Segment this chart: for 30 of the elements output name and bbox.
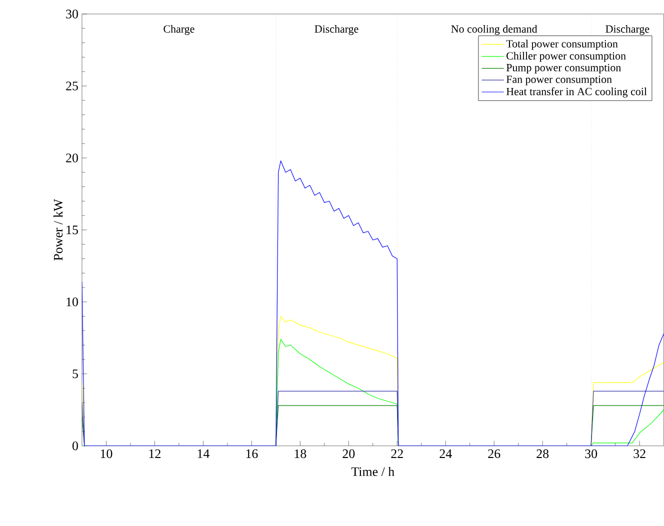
- legend-label: Chiller power consumption: [506, 52, 626, 62]
- legend-label: Heat transfer in AC cooling coil: [506, 87, 647, 98]
- x-tick-label: 28: [536, 449, 549, 458]
- x-tick-label: 26: [488, 449, 500, 458]
- x-tick-label: 12: [149, 449, 160, 458]
- y-tick-label: 20: [66, 154, 78, 162]
- x-tick-label: 24: [440, 449, 452, 458]
- x-axis-title: Time / h: [351, 467, 394, 476]
- x-tick-label: 32: [634, 449, 646, 458]
- x-tick-label: 30: [585, 449, 598, 458]
- y-tick-label: 5: [72, 370, 78, 378]
- y-tick-label: 15: [66, 226, 78, 234]
- legend-label: Pump power consumption: [506, 64, 621, 74]
- x-tick-label: 20: [342, 449, 355, 458]
- annotation: Charge: [164, 25, 194, 36]
- legend-label: Total power consumption: [506, 40, 618, 50]
- x-tick-label: 10: [100, 449, 112, 458]
- y-axis-title: Power / kW: [53, 199, 63, 261]
- x-tick-label: 14: [198, 449, 210, 458]
- y-tick-label: 0: [72, 442, 78, 450]
- x-tick-label: 18: [294, 449, 306, 458]
- y-tick-label: 10: [66, 298, 78, 306]
- x-tick-label: 22: [391, 449, 403, 458]
- x-tick-label: 16: [246, 449, 258, 458]
- legend-label: Fan power consumption: [506, 76, 612, 86]
- y-tick-label: 30: [66, 10, 78, 18]
- annotation: No cooling demand: [451, 25, 538, 36]
- annotation: Discharge: [314, 25, 358, 36]
- annotation: Discharge: [606, 25, 650, 36]
- y-tick-label: 25: [66, 82, 78, 90]
